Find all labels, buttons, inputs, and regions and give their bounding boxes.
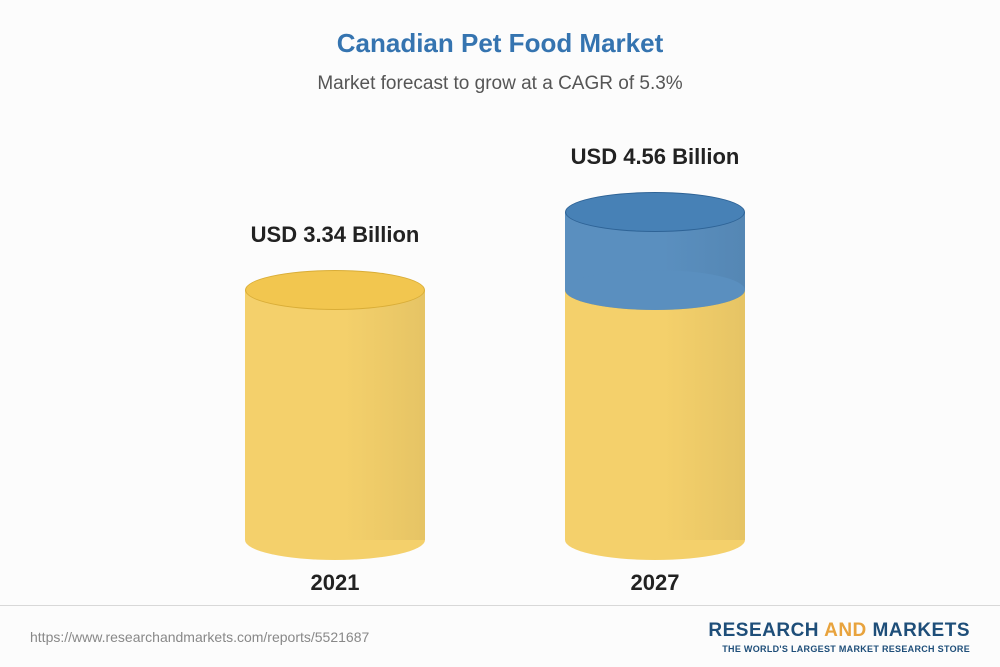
logo-tagline: THE WORLD'S LARGEST MARKET RESEARCH STOR… xyxy=(708,644,970,654)
bar-value-label: USD 3.34 Billion xyxy=(205,222,465,248)
chart-area: USD 3.34 Billion2021USD 4.56 Billion2027 xyxy=(0,120,1000,560)
brand-logo: RESEARCH AND MARKETS THE WORLD'S LARGEST… xyxy=(708,620,970,654)
cylinder-segment xyxy=(245,290,425,540)
footer: https://www.researchandmarkets.com/repor… xyxy=(0,605,1000,667)
chart-subtitle: Market forecast to grow at a CAGR of 5.3… xyxy=(0,73,1000,95)
source-url: https://www.researchandmarkets.com/repor… xyxy=(30,629,369,645)
logo-research: RESEARCH xyxy=(708,620,819,641)
logo-markets: MARKETS xyxy=(873,620,970,641)
chart-title: Canadian Pet Food Market xyxy=(0,0,1000,59)
bar-value-label: USD 4.56 Billion xyxy=(525,144,785,170)
logo-and: AND xyxy=(824,620,867,641)
bar-year-label: 2027 xyxy=(565,570,745,596)
logo-text: RESEARCH AND MARKETS xyxy=(708,620,970,642)
cylinder-segment xyxy=(565,290,745,540)
cylinder-top xyxy=(565,192,745,232)
cylinder-joint xyxy=(565,270,745,310)
cylinder-top xyxy=(245,270,425,310)
bar-year-label: 2021 xyxy=(245,570,425,596)
